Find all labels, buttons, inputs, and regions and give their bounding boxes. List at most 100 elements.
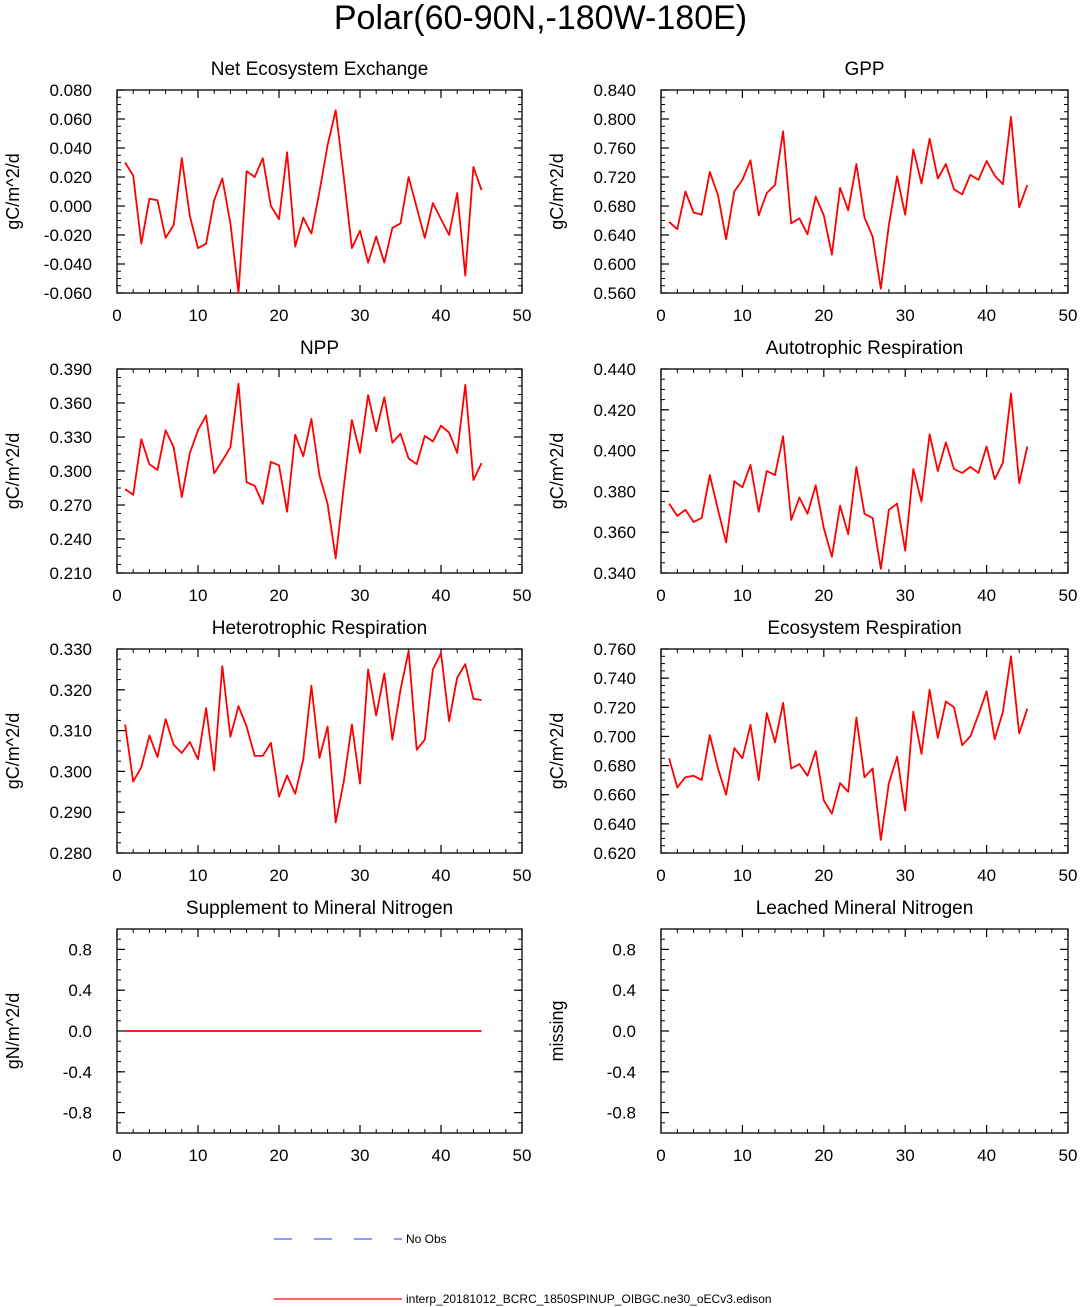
y-tick-label: 0.660 <box>593 786 636 805</box>
chart-panel: Ecosystem Respiration gC/m^2/d 0 10 20 30 40 50… <box>547 618 1077 885</box>
x-tick-label: 40 <box>977 306 996 325</box>
y-tick-label: 0.360 <box>49 394 92 413</box>
x-tick-label: 30 <box>896 866 915 885</box>
y-tick-label: 0.4 <box>612 981 636 1000</box>
x-tick-label: 30 <box>351 866 370 885</box>
series-line <box>668 115 1029 290</box>
series-line <box>124 650 482 824</box>
x-tick-label: 50 <box>1059 866 1078 885</box>
y-axis-label: gC/m^2/d <box>3 713 23 789</box>
y-tick-label: 0.620 <box>593 844 636 863</box>
plot-frame <box>660 89 1069 294</box>
chart-title: GPP <box>844 59 884 80</box>
y-tick-label: -0.4 <box>63 1063 92 1082</box>
x-tick-label: 50 <box>513 1146 532 1165</box>
y-tick-label: 0.720 <box>593 168 636 187</box>
y-tick-label: -0.8 <box>63 1104 92 1123</box>
x-tick-label: 50 <box>513 866 532 885</box>
y-tick-label: 0.300 <box>49 762 92 781</box>
x-tick-label: 30 <box>351 1146 370 1165</box>
x-tick-label: 20 <box>270 1146 289 1165</box>
plot-frame <box>660 368 1069 574</box>
y-tick-label: 0.760 <box>593 139 636 158</box>
x-tick-label: 0 <box>112 1146 121 1165</box>
y-tick-label: 0.040 <box>49 139 92 158</box>
x-tick-label: 50 <box>1059 586 1078 605</box>
y-tick-label: 0.210 <box>49 564 92 583</box>
y-tick-label: 0.800 <box>593 110 636 129</box>
x-tick-label: 0 <box>656 586 665 605</box>
y-tick-label: 0.080 <box>49 81 92 100</box>
page-title: Polar(60-90N,-180W-180E) <box>333 0 748 37</box>
x-tick-label: 40 <box>432 586 451 605</box>
y-tick-label: 0.240 <box>49 530 92 549</box>
x-tick-label: 50 <box>513 306 532 325</box>
plot-frame <box>660 928 1069 1134</box>
y-tick-label: 0.330 <box>49 428 92 447</box>
x-tick-label: 0 <box>112 586 121 605</box>
y-tick-label: 0.560 <box>593 284 636 303</box>
x-tick-label: 40 <box>977 1146 996 1165</box>
x-tick-label: 0 <box>656 306 665 325</box>
chart-title: Net Ecosystem Exchange <box>211 59 429 80</box>
x-tick-label: 20 <box>270 866 289 885</box>
y-tick-label: 0.300 <box>49 462 92 481</box>
y-tick-label: 0.310 <box>49 722 92 741</box>
x-tick-label: 10 <box>189 306 208 325</box>
y-tick-label: 0.400 <box>593 442 636 461</box>
y-tick-label: 0.390 <box>49 360 92 379</box>
x-tick-label: 20 <box>814 586 833 605</box>
y-tick-label: 0.270 <box>49 496 92 515</box>
x-tick-label: 40 <box>432 306 451 325</box>
chart-title: Heterotrophic Respiration <box>212 618 427 639</box>
x-tick-label: 20 <box>270 306 289 325</box>
y-tick-label: 0.840 <box>593 81 636 100</box>
x-tick-label: 30 <box>896 306 915 325</box>
y-tick-label: 0.0 <box>612 1022 636 1041</box>
y-axis-label: gC/m^2/d <box>547 433 567 509</box>
y-tick-label: -0.4 <box>607 1063 636 1082</box>
chart-title: Leached Mineral Nitrogen <box>756 898 974 919</box>
x-tick-label: 20 <box>270 586 289 605</box>
y-tick-label: 0.060 <box>49 110 92 129</box>
y-tick-label: 0.8 <box>612 940 636 959</box>
x-tick-label: 10 <box>189 1146 208 1165</box>
chart-panel: GPP gC/m^2/d 0 10 20 30 40 50 0.560 0.600 0.640 0.6… <box>547 59 1077 325</box>
x-tick-label: 50 <box>513 586 532 605</box>
y-tick-label: 0.680 <box>593 757 636 776</box>
x-tick-label: 0 <box>656 1146 665 1165</box>
y-axis-label: missing <box>547 1000 567 1061</box>
y-tick-label: 0.330 <box>49 640 92 659</box>
chart-panel: Heterotrophic Respiration gC/m^2/d 0 10 20 30… <box>3 618 531 885</box>
y-axis-label: gC/m^2/d <box>3 153 23 229</box>
y-tick-label: 0.8 <box>68 940 92 959</box>
y-tick-label: 0.600 <box>593 255 636 274</box>
y-tick-label: 0.020 <box>49 168 92 187</box>
x-tick-label: 30 <box>896 586 915 605</box>
x-tick-label: 40 <box>432 1146 451 1165</box>
x-tick-label: 10 <box>733 306 752 325</box>
y-tick-label: -0.8 <box>607 1104 636 1123</box>
chart-title: Autotrophic Respiration <box>766 338 964 359</box>
chart-panel: NPP gC/m^2/d 0 10 20 30 40 50 0.210 0.240 0.270 0.3… <box>3 338 531 605</box>
y-tick-label: 0.290 <box>49 803 92 822</box>
chart-title: Supplement to Mineral Nitrogen <box>186 898 453 919</box>
x-tick-label: 40 <box>977 866 996 885</box>
x-tick-label: 10 <box>189 866 208 885</box>
x-tick-label: 0 <box>656 866 665 885</box>
x-tick-label: 20 <box>814 866 833 885</box>
x-tick-label: 30 <box>896 1146 915 1165</box>
x-tick-label: 10 <box>733 866 752 885</box>
series-line <box>668 655 1029 841</box>
y-axis-label: gC/m^2/d <box>547 713 567 789</box>
x-tick-label: 40 <box>432 866 451 885</box>
y-tick-label: -0.060 <box>44 284 92 303</box>
y-axis-label: gC/m^2/d <box>3 433 23 509</box>
y-tick-label: -0.040 <box>44 255 92 274</box>
y-tick-label: 0.640 <box>593 815 636 834</box>
series-line <box>124 109 483 294</box>
y-tick-label: 0.680 <box>593 197 636 216</box>
x-tick-label: 10 <box>733 1146 752 1165</box>
y-tick-label: 0.000 <box>49 197 92 216</box>
